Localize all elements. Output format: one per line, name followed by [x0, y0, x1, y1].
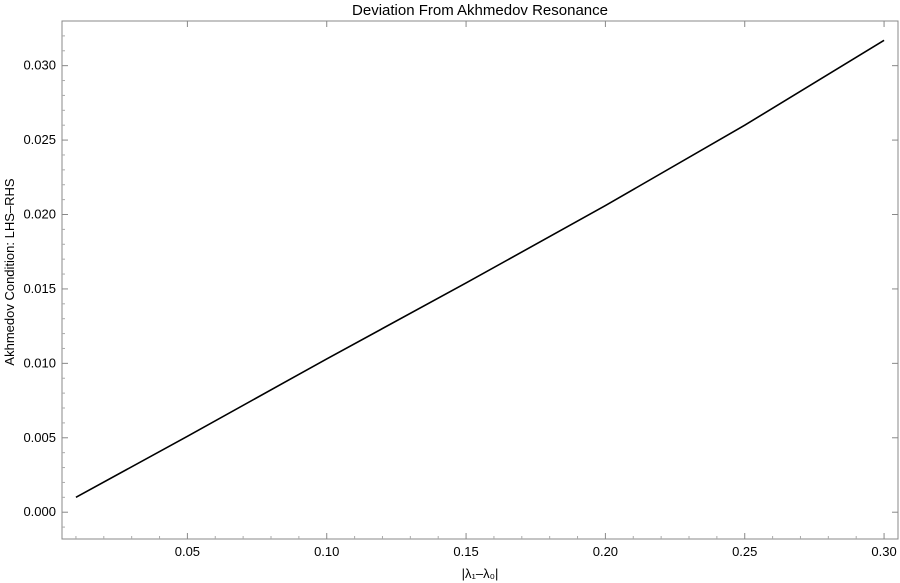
- y-tick-label: 0.005: [23, 430, 56, 445]
- y-tick-label: 0.015: [23, 281, 56, 296]
- y-tick-label: 0.010: [23, 355, 56, 370]
- chart-title: Deviation From Akhmedov Resonance: [352, 2, 608, 19]
- y-axis-ticks: 0.000 0.005 0.010 0.015 0.020 0.025 0.030: [23, 35, 898, 528]
- x-tick-label: 0.15: [453, 544, 478, 559]
- y-tick-label: 0.000: [23, 504, 56, 519]
- series-group: [75, 39, 885, 499]
- y-tick-label: 0.030: [23, 58, 56, 73]
- x-tick-label: 0.10: [314, 544, 339, 559]
- x-tick-label: 0.20: [593, 544, 618, 559]
- x-tick-label: 0.05: [175, 544, 200, 559]
- x-tick-label: 0.25: [732, 544, 757, 559]
- y-axis-label: Akhmedov Condition: LHS–RHS: [2, 178, 17, 365]
- x-tick-label: 0.30: [871, 544, 896, 559]
- plot-frame: [61, 20, 899, 540]
- y-tick-label: 0.020: [23, 207, 56, 222]
- y-tick-label: 0.025: [23, 132, 56, 147]
- x-axis-label: |λ₁–λ₀|: [462, 566, 499, 581]
- x-axis-ticks: 0.05 0.10 0.15 0.20 0.25 0.30: [75, 21, 897, 559]
- series-line: [75, 39, 885, 499]
